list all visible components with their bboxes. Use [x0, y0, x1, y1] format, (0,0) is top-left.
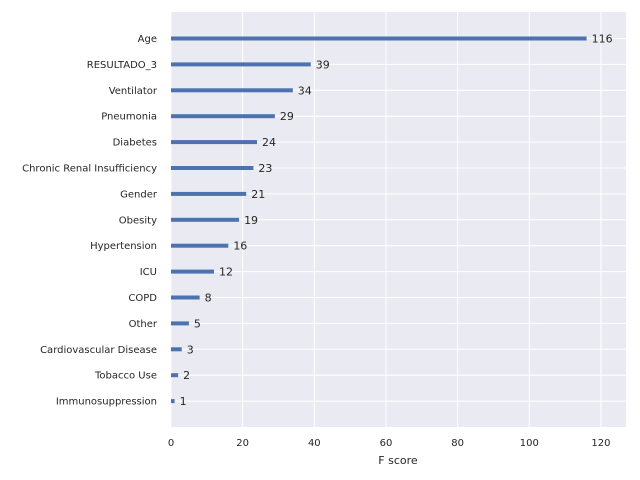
x-tick-label: 20 — [236, 438, 249, 449]
bar-icu — [171, 269, 214, 274]
bar-immunosuppression — [171, 399, 175, 404]
category-label: Other — [129, 319, 158, 330]
category-label: Hypertension — [90, 241, 157, 252]
category-label: Pneumonia — [101, 112, 157, 123]
value-label: 8 — [205, 292, 212, 305]
category-label: Diabetes — [113, 138, 157, 149]
x-tick-label: 100 — [520, 438, 539, 449]
category-label: Cardiovascular Disease — [40, 345, 157, 356]
bar-ventilator — [171, 88, 293, 93]
value-label: 19 — [244, 214, 258, 227]
category-label: Tobacco Use — [94, 371, 157, 382]
category-label: RESULTADO_3 — [87, 60, 157, 71]
value-label: 21 — [251, 188, 265, 201]
value-label: 29 — [280, 110, 294, 123]
value-label: 16 — [233, 240, 247, 253]
bar-age — [171, 36, 587, 41]
bar-hypertension — [171, 243, 229, 248]
x-tick-label: 120 — [591, 438, 610, 449]
bar-chronic-renal-insufficiency — [171, 166, 254, 170]
bar-obesity — [171, 217, 240, 222]
category-label: Immunosuppression — [56, 397, 157, 408]
value-label: 23 — [258, 162, 272, 175]
category-label: Obesity — [119, 215, 157, 226]
value-label: 1 — [180, 395, 187, 408]
value-label: 39 — [316, 58, 330, 71]
value-label: 116 — [592, 33, 613, 46]
category-labels: Age RESULTADO_3 Ventilator Pneumonia Diabete… — [22, 34, 158, 408]
value-label: 2 — [183, 369, 190, 382]
value-label: 34 — [298, 84, 312, 97]
category-label: Ventilator — [109, 86, 158, 97]
x-axis-title: F score — [378, 454, 418, 467]
bar-resultado-3 — [171, 62, 311, 67]
bar-copd — [171, 295, 200, 300]
category-label: Gender — [120, 189, 158, 200]
category-label: COPD — [128, 293, 157, 304]
value-label: 24 — [262, 136, 276, 149]
value-label: 12 — [219, 266, 233, 279]
bar-pneumonia — [171, 114, 275, 119]
bars — [171, 36, 587, 404]
bar-tobacco-use — [171, 373, 179, 378]
category-label: ICU — [140, 267, 157, 278]
value-label: 3 — [187, 343, 194, 356]
category-label: Age — [138, 34, 157, 45]
category-label: Chronic Renal Insufficiency — [22, 164, 157, 175]
x-tick-label: 0 — [168, 438, 174, 449]
x-tick-label: 80 — [451, 438, 464, 449]
x-tick-labels: 0 20 40 60 80 100 120 — [168, 438, 611, 449]
bar-gender — [171, 191, 247, 196]
bar-diabetes — [171, 140, 257, 145]
x-tick-label: 60 — [380, 438, 393, 449]
bar-other — [171, 321, 189, 326]
value-label: 5 — [194, 317, 201, 330]
bar-cardiovascular-disease — [171, 347, 182, 352]
x-tick-label: 40 — [308, 438, 321, 449]
